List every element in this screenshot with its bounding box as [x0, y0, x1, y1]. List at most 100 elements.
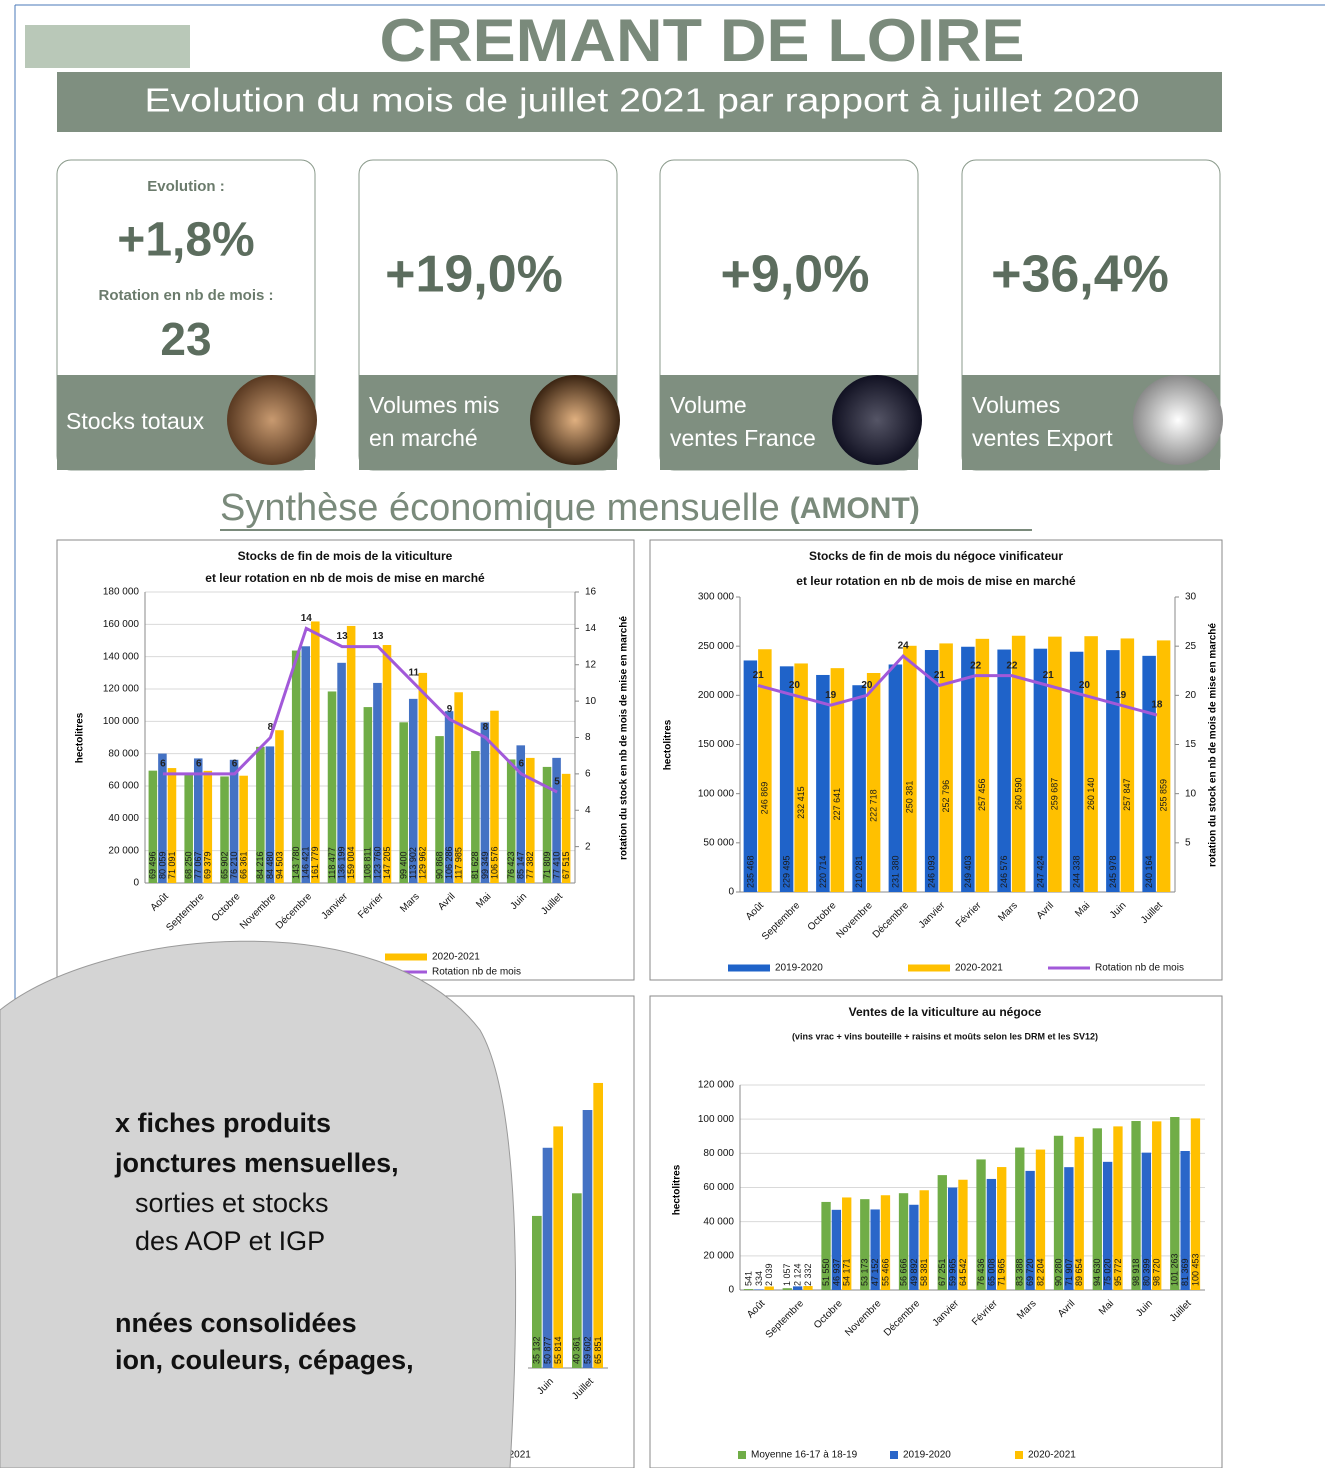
y-tick-label: 40 000 [108, 813, 139, 824]
bar-value-label: 252 796 [941, 780, 951, 813]
line-value-label: 18 [1151, 700, 1163, 711]
bar-value-label: 65 851 [593, 1336, 603, 1364]
bar [937, 1175, 947, 1290]
y-tick-label: 80 000 [703, 1148, 734, 1159]
bar-value-label: 2 332 [803, 1263, 813, 1286]
legend-label: 2019-2020 [903, 1450, 951, 1461]
line-value-label: 14 [301, 613, 313, 624]
bar [1015, 1147, 1025, 1290]
bar-value-label: 232 415 [796, 786, 806, 819]
y-tick-label: 200 000 [698, 690, 735, 701]
legend-label: Rotation nb de mois [432, 967, 521, 978]
bar-value-label: 231 380 [890, 855, 900, 888]
bar-value-label: 220 714 [818, 855, 828, 888]
line-value-label: 20 [861, 680, 873, 691]
bar-value-label: 260 590 [1014, 777, 1024, 810]
y2-tick-label: 20 [1185, 690, 1197, 701]
bar [898, 1193, 909, 1290]
bar [291, 650, 301, 883]
card-caption: Volume [670, 392, 747, 418]
bar [552, 757, 561, 883]
section-title: Synthèse économique mensuelle (AMONT) [220, 487, 920, 529]
bar [444, 711, 454, 883]
bar-value-label: 80 399 [1141, 1258, 1151, 1286]
bar-value-label: 71 809 [542, 851, 552, 879]
bar-value-label: 246 093 [927, 855, 937, 888]
bar-value-label: 129 962 [418, 846, 428, 879]
bar-value-label: 53 173 [860, 1258, 870, 1286]
bar-value-label: 77 410 [551, 851, 561, 879]
bar-value-label: 235 468 [745, 855, 755, 888]
overlay-text: jonctures mensuelles, [114, 1148, 399, 1178]
bar [480, 722, 490, 883]
bar [976, 1159, 986, 1290]
bar-value-label: 229 495 [782, 855, 792, 888]
card: +36,4% Volumes ventes Export [961, 159, 1223, 471]
bar-value-label: 47 152 [870, 1258, 880, 1286]
legend-swatch [738, 1451, 746, 1459]
line-value-label: 24 [898, 641, 910, 652]
y-axis-label: hectolitres [75, 712, 86, 763]
bar [363, 707, 373, 883]
bar-value-label: 247 424 [1035, 855, 1045, 888]
bar-value-label: 106 576 [489, 846, 499, 879]
bar-value-label: 227 641 [832, 788, 842, 821]
card-caption: Volumes [972, 392, 1060, 418]
bar [830, 668, 845, 892]
bar [997, 649, 1011, 892]
bar-value-label: 106 286 [444, 846, 454, 879]
y-tick-label: 50 000 [703, 837, 734, 848]
bar [880, 1195, 891, 1290]
bar-value-label: 159 004 [346, 846, 356, 879]
bar [1069, 651, 1084, 892]
bar-value-label: 69 379 [203, 851, 213, 879]
bar-value-label: 81 628 [470, 851, 480, 879]
bar [184, 772, 193, 883]
bar [399, 722, 408, 883]
overlay-text: des AOP et IGP [135, 1226, 325, 1256]
bar [542, 766, 552, 883]
legend-label: Rotation nb de mois [1095, 963, 1184, 974]
bar [852, 685, 866, 892]
bar [1033, 648, 1048, 892]
bar-value-label: 249 403 [963, 855, 973, 888]
bar-value-label: 84 216 [255, 851, 265, 879]
y2-tick-label: 16 [585, 587, 597, 598]
y-tick-label: 80 000 [108, 748, 139, 759]
y-tick-label: 140 000 [103, 651, 140, 662]
bar-value-label: 46 937 [831, 1258, 841, 1286]
bar-value-label: 2 124 [793, 1263, 803, 1286]
chart-frame [649, 995, 1223, 1468]
bar-value-label: 1 057 [782, 1263, 792, 1286]
bar-value-label: 99 349 [480, 851, 490, 879]
page-title: CREMANT DE LOIRE [380, 7, 1025, 74]
bar [743, 1289, 754, 1290]
bar [1025, 1170, 1035, 1290]
card: +9,0% Volume ventes France [659, 159, 922, 471]
bar-value-label: 50 877 [542, 1336, 552, 1364]
overlay-text: sorties et stocks [135, 1188, 329, 1218]
bar [743, 660, 758, 892]
card-value: +36,4% [991, 246, 1169, 304]
bar [553, 1126, 563, 1368]
y-tick-label: 40 000 [703, 1216, 734, 1227]
line-value-label: 13 [372, 631, 384, 642]
bar [1141, 1152, 1152, 1290]
y2-tick-label: 25 [1185, 641, 1197, 652]
line-value-label: 6 [160, 759, 166, 770]
bar [794, 663, 808, 892]
bar-value-label: 67 515 [561, 851, 571, 879]
card: Evolution : +1,8% Rotation en nb de mois… [56, 159, 317, 471]
bar [1048, 636, 1062, 892]
bar [203, 770, 213, 883]
y2-tick-label: 14 [585, 623, 597, 634]
bar-value-label: 257 456 [977, 778, 987, 811]
bar-value-label: 82 204 [1035, 1258, 1045, 1286]
bar [542, 1147, 553, 1368]
line-value-label: 8 [268, 722, 274, 733]
bar [1190, 1118, 1201, 1290]
bar [346, 625, 356, 883]
chart-title: Ventes de la viticulture au négoce [849, 1005, 1042, 1019]
bar [516, 745, 526, 883]
